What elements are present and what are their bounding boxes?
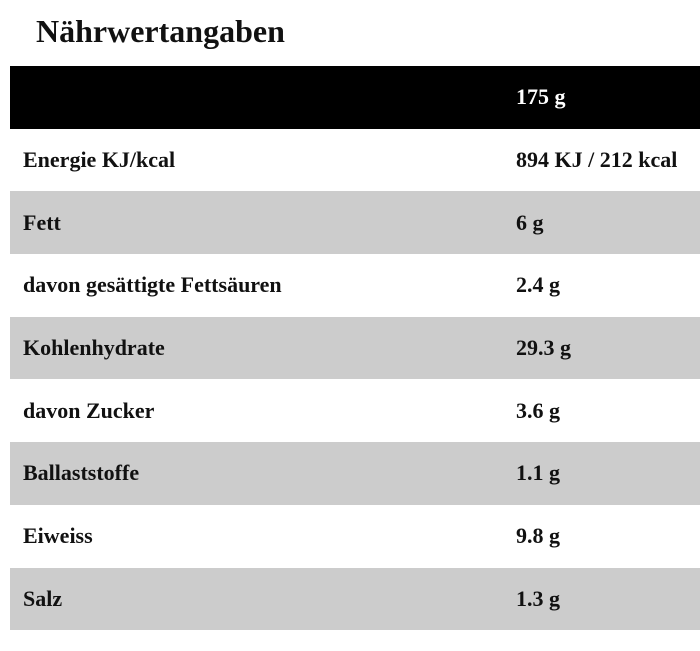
label-cell: Eiweiss bbox=[23, 523, 93, 549]
row: Energie KJ/kcal 894 KJ / 212 kcal bbox=[10, 129, 700, 192]
value-cell: 2.4 g bbox=[516, 272, 560, 298]
row: davon Zucker 3.6 g bbox=[10, 379, 700, 442]
value-cell: 1.3 g bbox=[503, 567, 700, 631]
header-cell bbox=[10, 66, 503, 129]
value-cell: 29.3 g bbox=[503, 316, 700, 380]
row: Kohlenhydrate 29.3 g bbox=[10, 316, 700, 380]
row: Eiweiss 9.8 g bbox=[10, 505, 700, 568]
value-cell: 6 g bbox=[503, 191, 700, 255]
header-cell: 175 g bbox=[503, 66, 700, 129]
header-row: 175 g bbox=[10, 66, 700, 129]
label-cell: Salz bbox=[10, 567, 503, 631]
value-cell: 9.8 g bbox=[516, 523, 560, 549]
label-cell: davon gesättigte Fettsäuren bbox=[23, 272, 282, 298]
row: davon gesättigte Fettsäuren 2.4 g bbox=[10, 254, 700, 317]
row: Fett 6 g bbox=[10, 191, 700, 255]
value-cell: 1.1 g bbox=[503, 442, 700, 505]
nutrition-table: 175 g Energie KJ/kcal 894 KJ / 212 kcal Fe… bbox=[10, 66, 700, 631]
label-cell: Ballaststoffe bbox=[10, 442, 503, 505]
title: Nährwertangaben bbox=[36, 13, 285, 49]
label-cell: Kohlenhydrate bbox=[10, 316, 503, 380]
label-cell: Fett bbox=[10, 191, 503, 255]
row: Salz 1.3 g bbox=[10, 567, 700, 631]
label-cell: davon Zucker bbox=[23, 397, 155, 423]
value-cell: 894 KJ / 212 kcal bbox=[516, 147, 678, 173]
row: Ballaststoffe 1.1 g bbox=[10, 442, 700, 505]
value-cell: 3.6 g bbox=[516, 397, 560, 423]
label-cell: Energie KJ/kcal bbox=[23, 147, 176, 173]
